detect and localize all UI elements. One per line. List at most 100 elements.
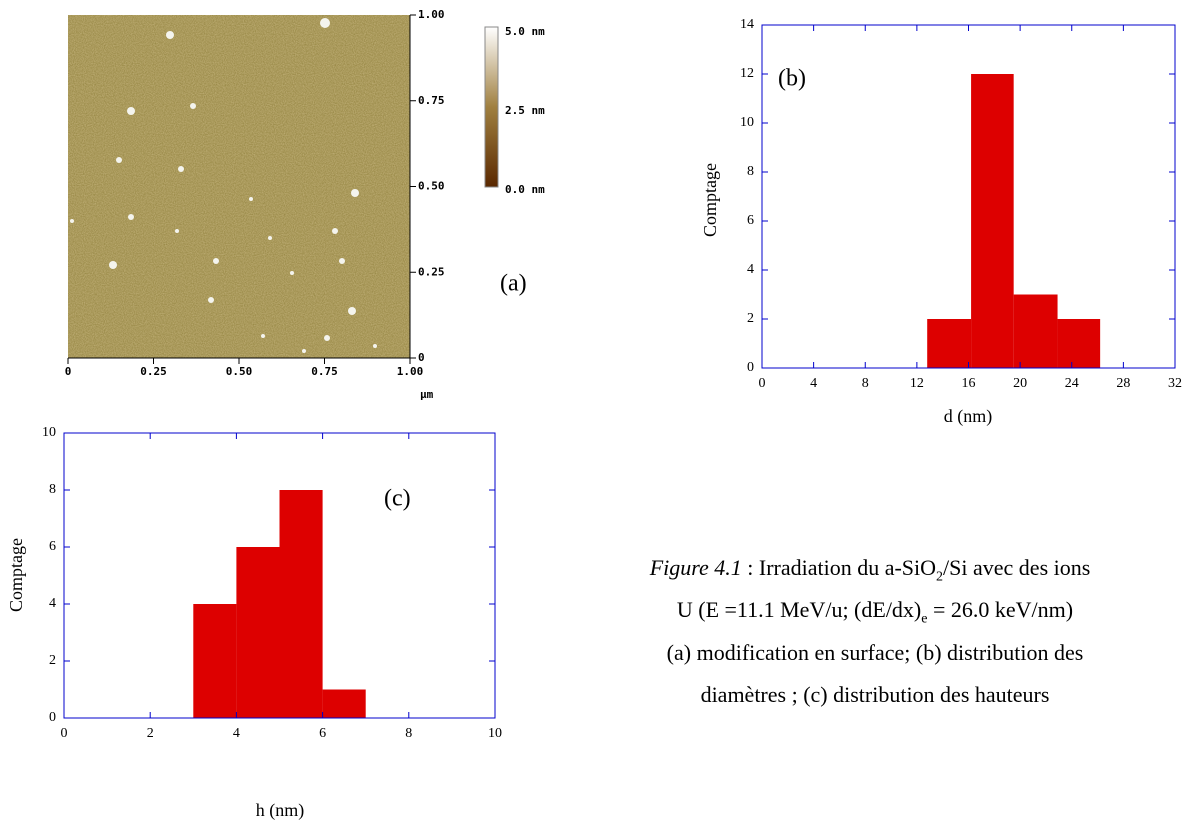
colorbar-label: 5.0 nm xyxy=(505,25,545,38)
afm-y-tick-label: 0.75 xyxy=(418,94,445,107)
afm-particle xyxy=(175,229,179,233)
caption-text: /Si avec des ions xyxy=(943,555,1091,580)
afm-particle xyxy=(213,258,219,264)
panel-label: (a) xyxy=(500,271,527,297)
bar xyxy=(927,319,972,368)
x-tick-label: 0 xyxy=(759,376,766,391)
caption-text: : Irradiation du a-SiO xyxy=(741,555,937,580)
y-tick-label: 4 xyxy=(747,262,754,277)
y-tick-label: 14 xyxy=(740,17,754,32)
y-axis-label: Comptage xyxy=(6,538,26,612)
caption-line: U (E =11.1 MeV/u; (dE/dx)e = 26.0 keV/nm… xyxy=(475,597,1202,627)
caption-sub: e xyxy=(921,611,928,627)
y-tick-label: 8 xyxy=(49,482,56,497)
afm-particle xyxy=(290,271,294,275)
afm-x-tick-label: 0.25 xyxy=(140,365,167,378)
afm-particle xyxy=(127,107,135,115)
afm-particle xyxy=(178,166,184,172)
afm-particle xyxy=(109,261,117,269)
caption-text: U (E =11.1 MeV/u; (dE/dx) xyxy=(676,597,922,622)
y-tick-label: 10 xyxy=(740,115,754,130)
y-tick-label: 4 xyxy=(49,596,56,611)
caption-line: diamètres ; (c) distribution des hauteur… xyxy=(475,682,1202,708)
afm-particle xyxy=(320,18,330,28)
x-tick-label: 4 xyxy=(810,376,817,391)
bar xyxy=(193,604,237,718)
afm-y-tick-label: 1.00 xyxy=(418,8,445,21)
panel-label: (b) xyxy=(778,66,806,92)
afm-particle xyxy=(208,297,214,303)
afm-particle xyxy=(302,349,306,353)
x-tick-label: 0 xyxy=(61,726,68,741)
caption-line: Figure 4.1 : Irradiation du a-SiO2/Si av… xyxy=(520,555,1202,585)
y-tick-label: 2 xyxy=(747,311,754,326)
bar xyxy=(971,74,1014,368)
panel-label: (c) xyxy=(384,486,411,512)
afm-particle xyxy=(332,228,338,234)
bar xyxy=(1013,294,1058,368)
colorbar-label: 2.5 nm xyxy=(505,104,545,117)
afm-y-tick-label: 0.25 xyxy=(418,265,445,278)
caption-text: (a) modification en surface; (b) distrib… xyxy=(666,640,1084,665)
afm-x-tick-label: 0 xyxy=(65,365,72,378)
bar xyxy=(322,689,366,718)
afm-particle xyxy=(261,334,265,338)
colorbar-label: 0.0 nm xyxy=(505,183,545,196)
afm-panel: 1.00 0.75 0.50 0.25 0 0 0.25 0.50 0.75 1.00 μm 5.0 … xyxy=(65,8,545,401)
plot-frame xyxy=(761,24,1176,369)
afm-x-unit: μm xyxy=(420,388,434,401)
afm-x-tick-label: 0.75 xyxy=(311,365,338,378)
x-tick-label: 2 xyxy=(147,726,154,741)
afm-particle xyxy=(128,214,134,220)
bar xyxy=(279,490,323,718)
x-tick-label: 32 xyxy=(1168,376,1182,391)
bar xyxy=(1057,319,1101,368)
afm-particle xyxy=(339,258,345,264)
caption-text: diamètres ; (c) distribution des hauteur… xyxy=(700,682,1050,707)
afm-particle xyxy=(116,157,122,163)
afm-y-tick-label: 0.50 xyxy=(418,180,445,193)
y-tick-label: 0 xyxy=(747,360,754,375)
x-tick-label: 28 xyxy=(1116,376,1130,391)
x-tick-label: 10 xyxy=(488,726,502,741)
afm-texture xyxy=(68,15,410,358)
afm-particle xyxy=(351,189,359,197)
afm-particle xyxy=(166,31,174,39)
caption-text: = 26.0 keV/nm) xyxy=(927,597,1074,622)
y-tick-label: 6 xyxy=(49,539,56,554)
y-axis-label: Comptage xyxy=(700,163,720,237)
x-tick-label: 24 xyxy=(1065,376,1079,391)
x-tick-label: 4 xyxy=(233,726,240,741)
y-tick-label: 10 xyxy=(42,425,56,440)
x-axis-label: d (nm) xyxy=(944,406,993,427)
x-tick-label: 8 xyxy=(862,376,869,391)
x-tick-label: 20 xyxy=(1013,376,1027,391)
afm-particle xyxy=(249,197,253,201)
y-tick-label: 6 xyxy=(747,213,754,228)
x-tick-label: 12 xyxy=(910,376,924,391)
afm-particle xyxy=(190,103,196,109)
afm-particle xyxy=(324,335,330,341)
plot-frame xyxy=(63,432,496,719)
afm-y-tick-label: 0 xyxy=(418,351,425,364)
x-tick-label: 8 xyxy=(405,726,412,741)
afm-particle xyxy=(70,219,74,223)
caption-figure: Figure 4.1 xyxy=(649,555,742,580)
x-tick-label: 16 xyxy=(962,376,976,391)
y-tick-label: 8 xyxy=(747,164,754,179)
caption-line: (a) modification en surface; (b) distrib… xyxy=(475,640,1202,666)
afm-x-tick-label: 1.00 xyxy=(397,365,424,378)
bar xyxy=(236,547,280,718)
x-axis-label: h (nm) xyxy=(256,800,305,821)
y-tick-label: 2 xyxy=(49,653,56,668)
y-tick-label: 12 xyxy=(740,66,754,81)
x-tick-label: 6 xyxy=(319,726,326,741)
afm-particle xyxy=(373,344,377,348)
colorbar xyxy=(484,26,499,188)
afm-particle xyxy=(348,307,356,315)
caption-sub: 2 xyxy=(936,569,944,585)
afm-particle xyxy=(268,236,272,240)
afm-x-tick-label: 0.50 xyxy=(226,365,253,378)
